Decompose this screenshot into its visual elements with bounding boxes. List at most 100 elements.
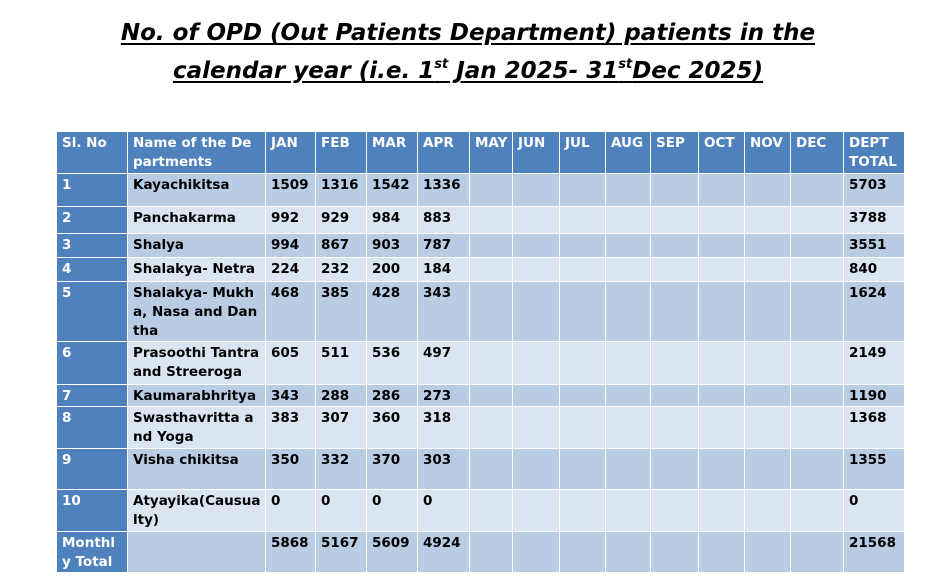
- total-value-cell: [127, 531, 266, 573]
- value-cell: [744, 206, 791, 234]
- value-cell: [605, 384, 651, 407]
- value-cell: [512, 448, 560, 490]
- title-superscript-1: st: [434, 57, 449, 72]
- value-cell: [698, 173, 745, 207]
- value-cell: [559, 448, 606, 490]
- serial-number-cell: 6: [56, 341, 128, 385]
- value-cell: [605, 406, 651, 449]
- value-cell: [559, 206, 606, 234]
- value-cell: [559, 233, 606, 258]
- value-cell: [790, 406, 844, 449]
- table-row: 5 Shalakya- Mukha, Nasa and Dantha 468 385 4…: [56, 281, 905, 342]
- value-cell: [790, 281, 844, 342]
- column-header: DEC: [790, 131, 844, 174]
- opd-table: Sl. No Name of the Departments JAN FEB MAR AP…: [56, 131, 905, 573]
- value-cell: [469, 406, 513, 449]
- value-cell: 1368: [843, 406, 905, 449]
- serial-number-cell: 7: [56, 384, 128, 407]
- value-cell: 867: [315, 233, 367, 258]
- value-cell: 0: [265, 489, 316, 532]
- column-header: OCT: [698, 131, 745, 174]
- value-cell: [512, 341, 560, 385]
- title-line-2-start: calendar year (i.e. 1: [172, 58, 435, 84]
- serial-number-cell: 10: [56, 489, 128, 532]
- department-name-cell: Prasoothi Tantra and Streeroga: [127, 341, 266, 385]
- value-cell: 2149: [843, 341, 905, 385]
- value-cell: 1190: [843, 384, 905, 407]
- value-cell: [744, 257, 791, 282]
- value-cell: [605, 206, 651, 234]
- column-header: JUL: [559, 131, 606, 174]
- page-title: No. of OPD (Out Patients Department) pat…: [0, 14, 936, 90]
- column-header: NOV: [744, 131, 791, 174]
- column-header: Name of the Departments: [127, 131, 266, 174]
- value-cell: 0: [417, 489, 470, 532]
- department-name-cell: Visha chikitsa: [127, 448, 266, 490]
- total-value-cell: [650, 531, 699, 573]
- value-cell: [650, 257, 699, 282]
- serial-number-cell: 4: [56, 257, 128, 282]
- value-cell: [650, 489, 699, 532]
- value-cell: 224: [265, 257, 316, 282]
- column-header: MAR: [366, 131, 418, 174]
- value-cell: 360: [366, 406, 418, 449]
- department-name-cell: Panchakarma: [127, 206, 266, 234]
- value-cell: 1316: [315, 173, 367, 207]
- title-line-2: calendar year (i.e. 1st Jan 2025- 31stDe…: [0, 52, 936, 90]
- serial-number-cell: 9: [56, 448, 128, 490]
- title-superscript-2: st: [618, 57, 633, 72]
- column-header: MAY: [469, 131, 513, 174]
- value-cell: [512, 489, 560, 532]
- value-cell: 3551: [843, 233, 905, 258]
- value-cell: 288: [315, 384, 367, 407]
- department-name-cell: Kaumarabhritya: [127, 384, 266, 407]
- value-cell: [790, 489, 844, 532]
- value-cell: 318: [417, 406, 470, 449]
- value-cell: 5703: [843, 173, 905, 207]
- value-cell: 273: [417, 384, 470, 407]
- value-cell: [512, 384, 560, 407]
- table-row: 6 Prasoothi Tantra and Streeroga 605 511 536…: [56, 341, 905, 385]
- title-line-2-end: Dec 2025): [632, 58, 764, 84]
- value-cell: [469, 341, 513, 385]
- table-row: 4 Shalakya- Netra 224 232 200 184 840: [56, 257, 905, 282]
- total-value-cell: 5167: [315, 531, 367, 573]
- total-value-cell: 4924: [417, 531, 470, 573]
- department-name-cell: Atyayika(Causualty): [127, 489, 266, 532]
- value-cell: [744, 173, 791, 207]
- value-cell: [559, 281, 606, 342]
- value-cell: 385: [315, 281, 367, 342]
- total-value-cell: [559, 531, 606, 573]
- value-cell: 1542: [366, 173, 418, 207]
- value-cell: 787: [417, 233, 470, 258]
- value-cell: [512, 233, 560, 258]
- value-cell: [605, 173, 651, 207]
- value-cell: 497: [417, 341, 470, 385]
- value-cell: [790, 233, 844, 258]
- table-row: 1 Kayachikitsa 1509 1316 1542 1336 5703: [56, 173, 905, 207]
- value-cell: 428: [366, 281, 418, 342]
- value-cell: 929: [315, 206, 367, 234]
- value-cell: 232: [315, 257, 367, 282]
- column-header: SEP: [650, 131, 699, 174]
- value-cell: [469, 489, 513, 532]
- column-header: JAN: [265, 131, 316, 174]
- table-header-row: Sl. No Name of the Departments JAN FEB MAR AP…: [56, 131, 905, 174]
- value-cell: 3788: [843, 206, 905, 234]
- value-cell: 343: [417, 281, 470, 342]
- column-header: Sl. No: [56, 131, 128, 174]
- value-cell: 840: [843, 257, 905, 282]
- value-cell: 536: [366, 341, 418, 385]
- value-cell: [469, 257, 513, 282]
- value-cell: 1624: [843, 281, 905, 342]
- value-cell: 286: [366, 384, 418, 407]
- total-value-cell: [605, 531, 651, 573]
- monthly-total-label: Monthly Total: [56, 531, 128, 573]
- department-name-cell: Kayachikitsa: [127, 173, 266, 207]
- column-header: JUN: [512, 131, 560, 174]
- value-cell: 1336: [417, 173, 470, 207]
- value-cell: [605, 257, 651, 282]
- department-name-cell: Swasthavritta and Yoga: [127, 406, 266, 449]
- value-cell: 1509: [265, 173, 316, 207]
- table-row: 2 Panchakarma 992 929 984 883 3788: [56, 206, 905, 234]
